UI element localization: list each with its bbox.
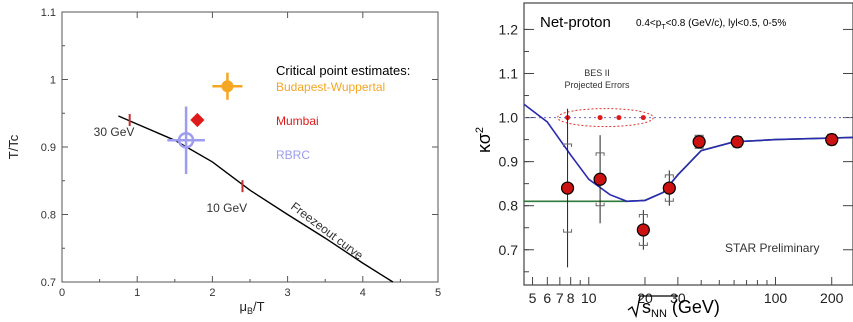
net-proton-point <box>825 132 839 147</box>
projected-ellipse <box>557 108 654 128</box>
estimate-marker <box>177 132 195 149</box>
energy-marks: 30 GeV 10 GeV <box>94 114 247 215</box>
right-x-tick-label: 6 <box>543 290 551 306</box>
right-x-tick-label: 20 <box>637 290 653 306</box>
left-x-tick-label: 1 <box>134 287 140 299</box>
right-x-tick-label: 30 <box>670 290 686 306</box>
energy-mark-label: 10 GeV <box>206 201 247 215</box>
right-x-tick-label: 7 <box>556 290 564 306</box>
estimate-point <box>212 72 243 100</box>
estimate-point <box>167 106 205 174</box>
left-x-tick-label: 2 <box>209 287 215 299</box>
right-y-axis-title: κσ2 <box>474 127 494 153</box>
right-chart: 0.7 0.8 0.9 1.0 1.1 1.2 5 6 7 8 10 20 30 100 200 Net-… <box>474 2 853 320</box>
left-y-tick-label: 0.7 <box>41 277 56 289</box>
left-x-tick-label: 0 <box>59 287 65 299</box>
net-proton-marker <box>636 223 650 237</box>
projected-errors <box>557 108 654 128</box>
sys-error-cap-bottom <box>563 229 573 233</box>
right-x-tick-label: 10 <box>581 290 597 306</box>
legend-entries: Budapest-Wuppertal Mumbai RBRC <box>276 80 385 162</box>
energy-mark-label: 30 GeV <box>94 125 135 139</box>
sys-error-cap-bottom <box>595 202 605 207</box>
net-proton-point <box>662 170 676 206</box>
sys-error-cap-bottom <box>664 198 674 202</box>
net-proton-marker <box>593 172 607 186</box>
legend-entry: Budapest-Wuppertal <box>276 80 385 94</box>
left-y-ticks: 0.7 0.8 0.9 1 1.1 <box>41 7 438 289</box>
right-chart-subtitle: 0.4<pT<0.8 (GeV/c), lyl<0.5, 0-5% <box>636 18 786 31</box>
net-proton-point <box>636 210 650 250</box>
freezeout-curve-label: Freezeout curve <box>288 199 366 263</box>
left-x-tick-label: 3 <box>285 287 291 299</box>
right-y-tick-label: 1.1 <box>499 66 519 82</box>
left-x-tick-label: 4 <box>360 287 366 299</box>
right-x-tick-label: 200 <box>820 290 844 306</box>
right-x-axis-title-text: sNN (GeV) <box>642 297 720 320</box>
estimate-marker <box>190 112 205 128</box>
legend-title: Critical point estimates: <box>276 63 410 78</box>
sys-error-cap-top <box>595 152 605 156</box>
right-y-ticks: 0.7 0.8 0.9 1.0 1.1 1.2 <box>499 21 853 273</box>
left-chart: 0 1 2 3 4 5 0.7 0.8 0.9 1 1.1 μB/T T/Tc Freezeout… <box>6 7 441 316</box>
sys-error-cap-top <box>664 174 674 178</box>
estimate-points <box>167 72 243 174</box>
left-y-tick-label: 0.8 <box>41 210 56 222</box>
left-x-axis-title: μB/T <box>239 299 264 316</box>
estimate-point <box>190 112 205 128</box>
net-proton-point <box>593 135 607 224</box>
projected-label-line1: BES II <box>584 68 610 78</box>
left-plot-frame <box>61 11 439 283</box>
right-x-axis-title: sNN (GeV) <box>627 295 720 320</box>
star-preliminary-label: STAR Preliminary <box>725 241 819 255</box>
left-x-ticks: 0 1 2 3 4 5 <box>59 12 441 299</box>
left-x-tick-label: 5 <box>435 287 441 299</box>
right-y-tick-label: 1.2 <box>499 21 519 37</box>
sys-error-cap-top <box>563 143 573 147</box>
sys-error-cap-top <box>638 214 648 218</box>
right-y-tick-label: 0.8 <box>499 198 519 214</box>
net-proton-marker <box>692 135 706 149</box>
right-chart-title: Net-proton <box>540 14 611 31</box>
net-proton-marker <box>730 135 744 149</box>
net-proton-points <box>560 108 839 268</box>
legend-entry: Mumbai <box>276 114 319 128</box>
left-y-tick-label: 1.1 <box>41 7 56 19</box>
net-proton-marker <box>825 132 839 147</box>
right-x-tick-label: 100 <box>764 290 788 306</box>
net-proton-point <box>560 108 575 268</box>
projected-point <box>597 115 603 121</box>
right-plot-frame <box>523 2 853 286</box>
right-y-tick-label: 0.7 <box>499 242 519 258</box>
left-y-tick-label: 1 <box>50 75 56 87</box>
estimate-marker <box>221 80 234 93</box>
right-x-ticks: 5 6 7 8 10 20 30 100 200 <box>529 277 844 306</box>
projected-point <box>640 115 646 121</box>
left-y-axis-title: T/Tc <box>6 134 21 159</box>
right-y-tick-label: 1.0 <box>499 110 519 126</box>
net-proton-point <box>730 135 744 149</box>
net-proton-marker <box>662 181 676 195</box>
sys-error-cap-bottom <box>638 242 648 246</box>
right-x-tick-label: 5 <box>529 290 537 306</box>
left-y-tick-label: 0.9 <box>41 142 56 154</box>
projected-point <box>616 115 622 121</box>
net-proton-point <box>692 134 706 149</box>
net-proton-marker <box>560 181 575 195</box>
model-curve-green <box>524 136 853 203</box>
sqrt-symbol <box>627 295 678 319</box>
right-y-tick-label: 0.9 <box>499 154 519 170</box>
projected-label-line2: Projected Errors <box>564 80 630 90</box>
legend-entry: RBRC <box>276 148 310 162</box>
right-x-tick-label: 8 <box>567 290 575 306</box>
